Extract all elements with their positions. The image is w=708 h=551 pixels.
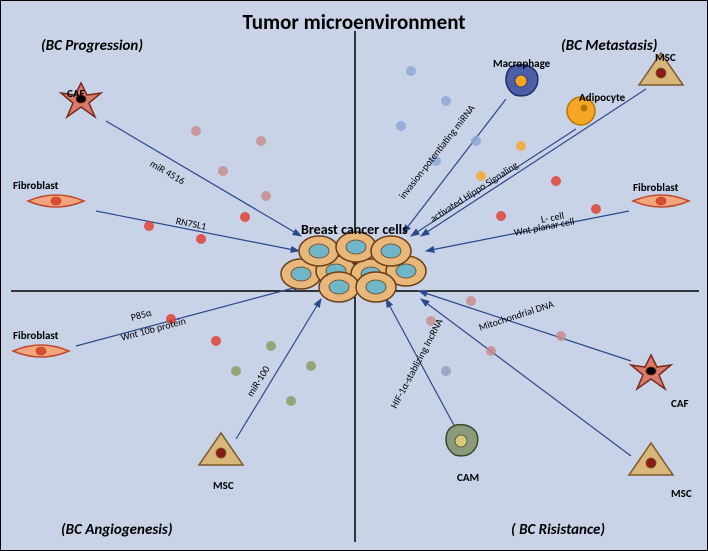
cell-label-adipocyte: Adipocyte bbox=[579, 91, 625, 104]
quadrant-resistance: ( BC Risistance) bbox=[511, 521, 605, 539]
breast-cancer-cluster bbox=[281, 232, 426, 302]
vesicle-dot bbox=[231, 366, 241, 376]
arrow-label-fibroblast-tl: RN7SL1 bbox=[175, 214, 208, 233]
vesicle-dot bbox=[286, 396, 296, 406]
vesicle-dot bbox=[191, 126, 201, 136]
arrow-label2-fibroblast-bl: Wnt 10b protein bbox=[119, 314, 187, 344]
arrow-caf-br bbox=[419, 291, 631, 361]
cell-label-fibroblast-tl: Fibroblast bbox=[13, 179, 58, 192]
vesicle-dot bbox=[266, 341, 276, 351]
vesicle-dot bbox=[516, 141, 526, 151]
quadrant-progression: (BC Progression) bbox=[41, 37, 143, 55]
vesicle-dot bbox=[396, 121, 406, 131]
vesicle-dot bbox=[471, 136, 481, 146]
quadrant-metastasis: (BC Metastasis) bbox=[561, 37, 657, 55]
cell-label-caf-tl: CAF bbox=[67, 87, 85, 100]
cell-label-msc-bl: MSC bbox=[213, 479, 234, 492]
vesicle-dot bbox=[144, 221, 154, 231]
axis-layer bbox=[1, 1, 707, 550]
diagram-canvas: Tumor microenvironment (BC Progression) … bbox=[0, 0, 708, 551]
vesicle-dot bbox=[441, 96, 451, 106]
arrow-label-fibroblast-bl: P85α bbox=[129, 306, 153, 324]
vesicle-dot bbox=[256, 136, 266, 146]
vesicle-dot bbox=[240, 212, 250, 222]
cell-cam bbox=[446, 425, 478, 456]
cell-label-cam: CAM bbox=[457, 471, 479, 484]
vesicle-dot bbox=[261, 191, 271, 201]
vesicle-dot bbox=[218, 166, 228, 176]
cells-layer bbox=[1, 1, 707, 550]
vesicle-dot bbox=[306, 361, 316, 371]
arrows-layer bbox=[1, 1, 707, 550]
cell-label-msc-br: MSC bbox=[671, 487, 692, 500]
cell-caf-br bbox=[631, 355, 671, 389]
vesicle-dot bbox=[551, 176, 561, 186]
cell-fibroblast-bl bbox=[13, 345, 69, 357]
cell-msc-bl bbox=[199, 433, 243, 465]
cell-msc-br bbox=[629, 443, 673, 475]
arrow-label-macrophage: invasion-potentiating miRNA bbox=[396, 102, 478, 202]
arrow-label-msc-bl: miR-100 bbox=[243, 363, 272, 399]
arrow-label-caf-br: Mitochondrial DNA bbox=[477, 297, 555, 334]
arrow-label-caf-tl: miR 4516 bbox=[148, 157, 188, 187]
quadrant-angiogenesis: (BC Angiogenesis) bbox=[61, 521, 173, 539]
vesicle-dot bbox=[496, 211, 506, 221]
arrow-label-cam: HIF-1α-stablizing IncRNA bbox=[387, 316, 445, 410]
vesicle-dot bbox=[441, 366, 451, 376]
arrow-label-adipocyte: activated Hippo Signaling bbox=[427, 158, 520, 225]
cell-fibroblast-tr bbox=[633, 195, 689, 207]
cell-label-caf-br: CAF bbox=[671, 397, 689, 410]
arrow-msc-tr bbox=[421, 89, 646, 236]
arrow-fibroblast-bl bbox=[76, 286, 301, 346]
cell-label-fibroblast-tr: Fibroblast bbox=[633, 181, 678, 194]
vesicle-dot bbox=[196, 234, 206, 244]
cell-fibroblast-tl bbox=[28, 195, 84, 207]
vesicle-dot bbox=[466, 296, 476, 306]
arrow-msc-br bbox=[421, 299, 631, 456]
vesicle-dot bbox=[591, 204, 601, 214]
cell-label-msc-tr: MSC bbox=[655, 51, 676, 64]
cell-label-fibroblast-bl: Fibroblast bbox=[13, 329, 58, 342]
center-label: Breast cancer cells bbox=[301, 221, 408, 238]
vesicle-dot bbox=[486, 346, 496, 356]
vesicle-dot bbox=[556, 331, 566, 341]
vesicle-dot bbox=[406, 66, 416, 76]
cell-label-macrophage: Macrophage bbox=[493, 57, 550, 70]
vesicle-dot bbox=[211, 336, 221, 346]
diagram-title: Tumor microenvironment bbox=[242, 9, 465, 35]
